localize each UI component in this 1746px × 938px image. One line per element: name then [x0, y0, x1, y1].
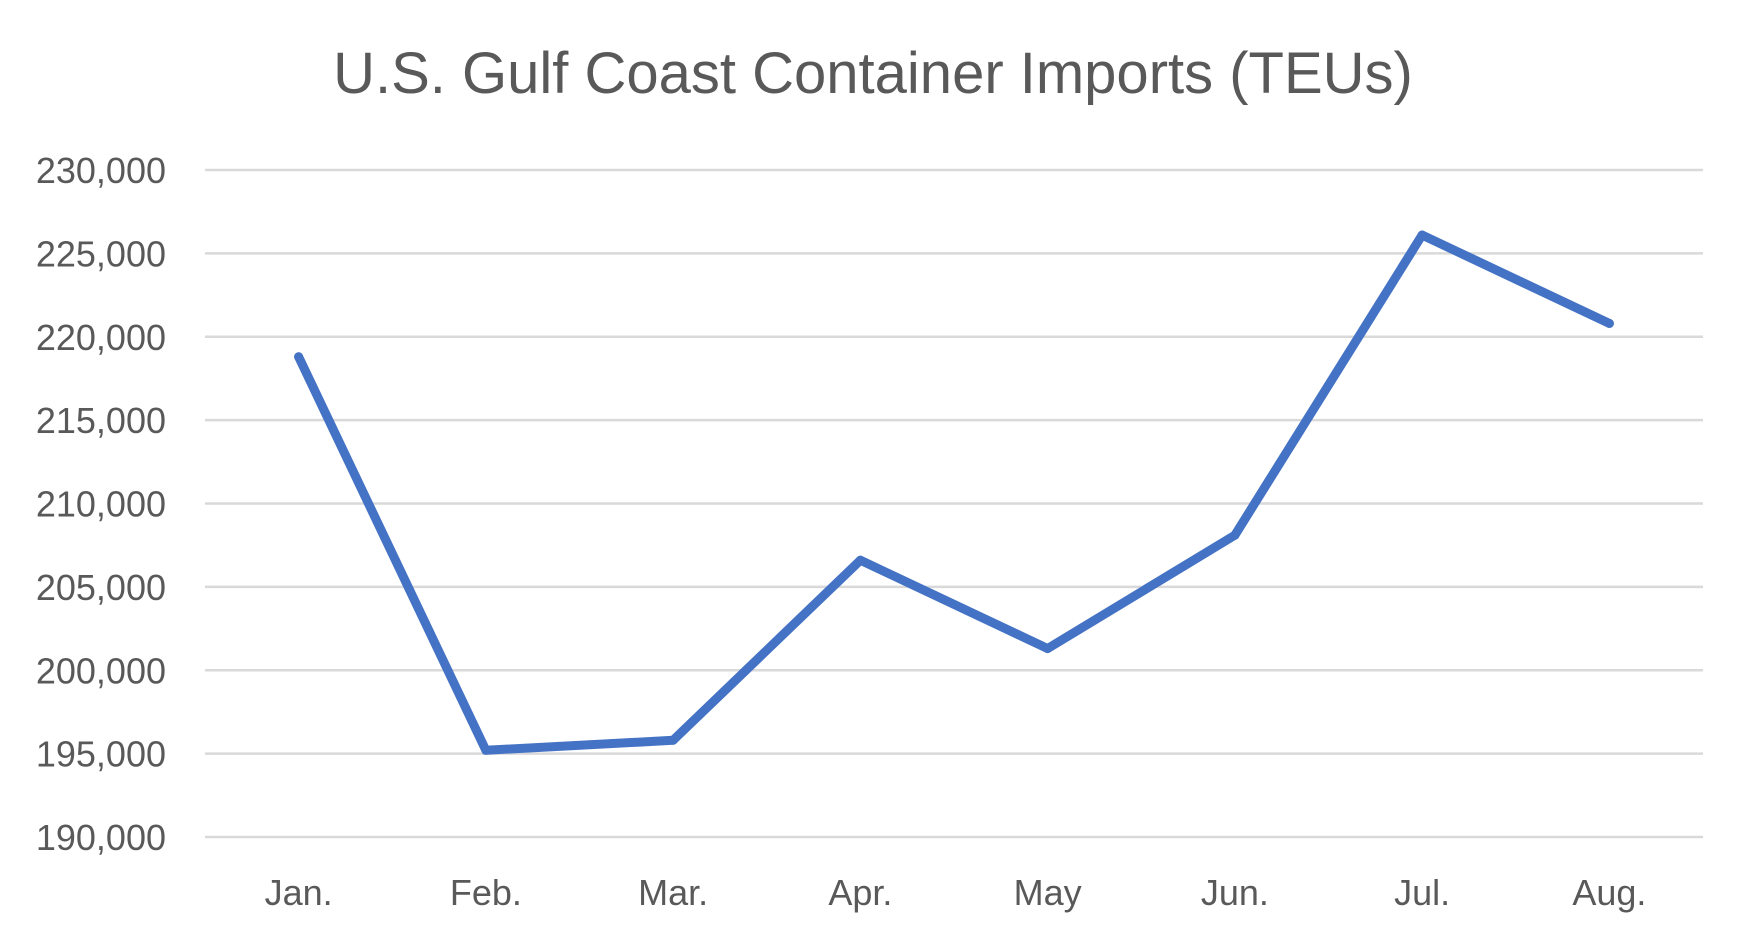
data-point — [1230, 530, 1240, 540]
series-line — [294, 230, 1614, 755]
y-tick-label: 190,000 — [36, 817, 166, 858]
y-tick-label: 230,000 — [36, 150, 166, 191]
data-point — [855, 555, 865, 565]
y-tick-label: 220,000 — [36, 317, 166, 358]
x-tick-label: Jul. — [1394, 872, 1450, 913]
y-tick-label: 215,000 — [36, 400, 166, 441]
y-axis-tick-labels: 190,000 195,000 200,000 205,000 210,000 215,0… — [36, 150, 166, 858]
y-tick-label: 200,000 — [36, 650, 166, 691]
data-point — [294, 352, 304, 362]
series-group — [294, 230, 1614, 755]
data-point — [1417, 230, 1427, 240]
x-tick-label: Aug. — [1572, 872, 1646, 913]
chart-title: U.S. Gulf Coast Container Imports (TEUs) — [333, 41, 1413, 106]
data-point — [481, 745, 491, 755]
data-point — [1043, 644, 1053, 654]
gridlines — [205, 168, 1703, 839]
y-tick-label: 225,000 — [36, 233, 166, 274]
x-tick-label: Mar. — [638, 872, 708, 913]
x-axis-tick-labels: Jan. Feb. Mar. Apr. May Jun. Jul. Aug. — [265, 872, 1647, 913]
y-tick-label: 210,000 — [36, 484, 166, 525]
data-point — [668, 735, 678, 745]
x-tick-label: Feb. — [450, 872, 522, 913]
x-tick-label: Jun. — [1201, 872, 1269, 913]
y-tick-label: 205,000 — [36, 567, 166, 608]
x-tick-label: Jan. — [265, 872, 333, 913]
data-point — [1604, 318, 1614, 328]
x-tick-label: Apr. — [828, 872, 892, 913]
x-tick-label: May — [1014, 872, 1082, 913]
y-tick-label: 195,000 — [36, 734, 166, 775]
